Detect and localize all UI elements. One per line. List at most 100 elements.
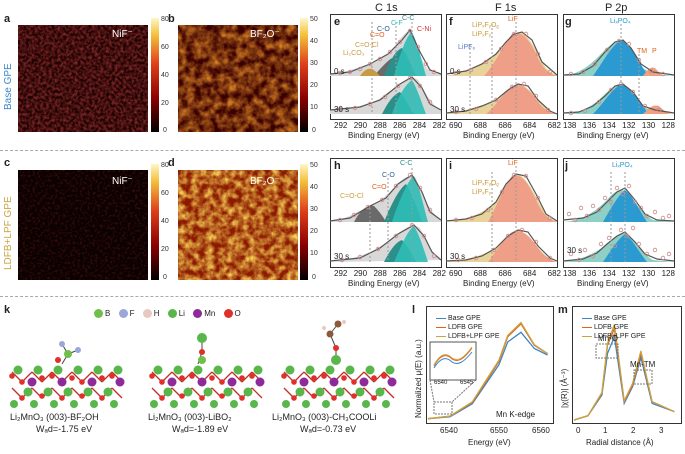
cbar-c-tick: 0 — [163, 274, 167, 281]
panel-a-letter: a — [4, 13, 11, 25]
panel-f-letter: f — [449, 16, 453, 28]
panel-d-letter: d — [168, 157, 175, 169]
xps-header-c1s: C 1s — [375, 2, 398, 14]
cbar-a-tick: 80 — [161, 16, 169, 23]
series-line-ldfb-lpf-gpe — [573, 324, 675, 421]
cbar-c-tick: 80 — [161, 162, 169, 169]
colorbar-d — [300, 164, 308, 280]
heatmap-a — [18, 25, 148, 132]
xps-i-xlabel: Binding Energy (eV) — [463, 279, 535, 288]
structure-3-name: Li₂MnO₃ (003)-CH₃COOLi — [272, 412, 377, 422]
xanes-xlabel: Energy (eV) — [468, 438, 511, 447]
structure-1-name: Li₂MnO₃ (003)-BF₂OH — [10, 412, 99, 422]
xps-f-label: LiPF₆ — [458, 44, 476, 51]
heatmap-a-species: NiF⁻ — [112, 29, 133, 40]
heatmap-c-species: NiF⁻ — [112, 176, 133, 187]
cbar-d-tick: 10 — [310, 250, 318, 257]
xps-panel-g — [563, 14, 675, 120]
series-line-base-gpe — [573, 334, 675, 421]
panel-i-letter: i — [449, 160, 453, 172]
cbar-d-tick: 20 — [310, 228, 318, 235]
cbar-a-tick: 60 — [161, 44, 169, 51]
heatmap-c — [18, 170, 148, 280]
cbar-a-tick: 0 — [163, 127, 167, 134]
xps-e-label: C=O — [370, 32, 385, 39]
exafs-xtick: 0 — [576, 426, 581, 435]
xps-e-xlabel: Binding Energy (eV) — [348, 131, 420, 140]
cbar-c-tick: 60 — [161, 190, 169, 197]
row-label-ldfb: LDFB+LPF GPE — [3, 196, 14, 270]
xanes-xtick: 6550 — [490, 426, 508, 435]
xps-h-label: C=O — [372, 184, 387, 191]
exafs-peak-label: Mn-O — [598, 334, 618, 343]
xanes-annotation: Mn K-edge — [496, 410, 536, 419]
cbar-c-tick: 40 — [161, 218, 169, 225]
heatmap-d — [178, 170, 298, 280]
xps-header-f1s: F 1s — [495, 2, 517, 14]
atom-legend: B F H Li Mn O — [94, 309, 247, 319]
cbar-a-tick: 20 — [161, 100, 169, 107]
row-divider — [0, 150, 685, 151]
panel-k-letter: k — [4, 304, 11, 316]
cbar-d-tick: 0 — [312, 274, 316, 281]
panel-m-ylabel: |χ(R)| (Å⁻³) — [560, 368, 569, 408]
panel-l-letter: l — [412, 304, 416, 316]
exafs-peak-label: Mn-TM — [630, 360, 656, 369]
exafs-xtick: 3 — [659, 426, 664, 435]
xanes-inset-tick: 6540 — [434, 380, 448, 386]
xps-e-depth30: 30 s — [334, 105, 350, 114]
xps-j-label: LiₓPO₄ — [612, 162, 633, 169]
series-line-ldfb-lpf-gpe — [427, 321, 548, 420]
heatmap-b — [178, 25, 298, 132]
series-line-base-gpe — [427, 331, 548, 420]
xps-h-label: C-C — [400, 160, 413, 167]
xps-e-depth0: 0 s — [334, 67, 345, 76]
xps-i-ticks: 690 688 686 684 682 — [449, 269, 561, 278]
panel-j-letter: j — [565, 160, 569, 172]
xps-header-p2p: P 2p — [605, 2, 628, 14]
cbar-b-tick: 0 — [312, 127, 316, 134]
cbar-a-tick: 40 — [161, 72, 169, 79]
xanes-xtick: 6540 — [440, 426, 458, 435]
xps-panel-h — [330, 158, 442, 268]
exafs-chart — [572, 306, 682, 424]
panel-e-letter: e — [334, 16, 341, 28]
panel-b-letter: b — [168, 13, 175, 25]
xps-h-depth30: 30 s — [334, 252, 350, 261]
xps-g-label: P — [652, 48, 657, 55]
xanes-inset-tick: 6545 — [460, 380, 474, 386]
panel-c-letter: c — [4, 157, 11, 169]
xps-g-label: TM — [637, 48, 648, 55]
cbar-b-tick: 20 — [310, 82, 318, 89]
row-divider — [0, 296, 685, 297]
xps-f-ticks: 690 688 686 684 682 — [449, 121, 561, 130]
xps-e-label: C-F — [391, 20, 403, 27]
xps-f-label: LiPₓFᵧ — [472, 31, 491, 38]
xps-j-ticks: 138 136 134 132 130 128 — [563, 269, 675, 278]
structure-3-energy: Wₐd=-0.73 eV — [300, 424, 357, 434]
exafs-xtick: 2 — [631, 426, 636, 435]
xps-h-label: C=O-Cl — [340, 193, 364, 200]
xanes-xtick: 6560 — [532, 426, 550, 435]
cbar-b-tick: 30 — [310, 60, 318, 67]
panel-l-ylabel: Normalized μ(E) (a.u.) — [414, 339, 423, 418]
xps-e-label: C-Ni — [417, 26, 431, 33]
crystal-structures — [8, 320, 398, 409]
colorbar-c — [151, 164, 159, 280]
legend-l: Base GPE LDFB GPE LDFB+LPF GPE — [436, 314, 500, 341]
cbar-b-tick: 10 — [310, 104, 318, 111]
xps-i-depth30: 30 s — [450, 252, 466, 261]
structure-2-energy: Wₐd=-1.89 eV — [172, 424, 229, 434]
xps-f-xlabel: Binding Energy (eV) — [463, 131, 535, 140]
xps-e-ticks: 292 290 288 286 284 282 — [334, 121, 446, 130]
xps-g-xlabel: Binding Energy (eV) — [577, 131, 649, 140]
xps-g-ticks: 138 136 134 132 130 128 — [563, 121, 675, 130]
xps-e-label: Li₂CO₃ — [343, 50, 365, 57]
cbar-d-tick: 30 — [310, 206, 318, 213]
cbar-c-tick: 20 — [161, 246, 169, 253]
row-label-base: Base GPE — [3, 63, 14, 110]
xps-panel-j — [563, 158, 675, 268]
panel-h-letter: h — [334, 160, 341, 172]
xps-h-ticks: 292 290 288 286 284 282 — [334, 269, 446, 278]
xps-e-label: C-C — [402, 15, 415, 22]
